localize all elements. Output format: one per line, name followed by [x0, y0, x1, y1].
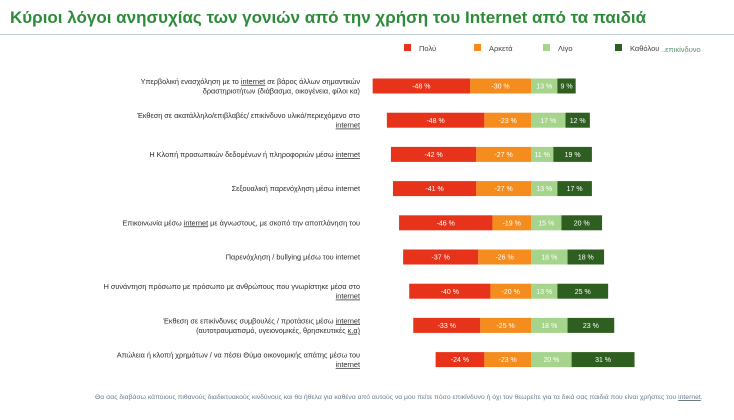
legend-label-4: Καθόλου	[630, 44, 659, 53]
legend-label-1: Πολύ	[419, 44, 436, 53]
category-label-row9-line1: Απώλεια ή κλοπή χρημάτων / να πέσει Θύμα…	[117, 350, 360, 359]
bar-row8-poly	[413, 317, 481, 333]
bar-row4-poly	[392, 181, 477, 197]
bar-row4-ligo	[531, 181, 558, 197]
value-label-row1-arketa: -30 %	[491, 84, 509, 91]
value-label-row2-poly: -48 %	[426, 118, 444, 125]
value-label-row5-katholou: 20 %	[574, 220, 590, 227]
value-label-row4-ligo: 13 %	[536, 186, 552, 193]
legend-swatch-1	[404, 44, 411, 51]
value-label-row9-katholou: 31 %	[595, 357, 611, 364]
legend-swatch-4	[615, 44, 622, 51]
bar-row6-ligo	[531, 249, 568, 265]
bar-row1-poly	[372, 78, 471, 94]
value-label-row7-ligo: 13 %	[536, 289, 552, 296]
value-label-row9-poly: -24 %	[451, 357, 469, 364]
category-label-row4-line1: Σεξουαλική παρενόχληση μέσω internet	[232, 184, 360, 193]
legend-swatch-3	[543, 44, 550, 51]
value-label-row1-poly: -48 %	[412, 84, 430, 91]
value-label-row4-poly: -41 %	[425, 186, 443, 193]
category-label-row9-line2: internet	[336, 360, 360, 369]
bar-row3-arketa	[476, 146, 531, 162]
legend-swatch-2	[474, 44, 481, 51]
value-label-row8-poly: -33 %	[438, 323, 456, 330]
category-label-row2-line2: internet	[336, 121, 360, 130]
bar-row1-katholou	[557, 78, 576, 94]
value-label-row5-arketa: -19 %	[503, 220, 521, 227]
value-label-row3-katholou: 19 %	[565, 152, 581, 159]
value-label-row2-arketa: -23 %	[499, 118, 517, 125]
bar-row3-ligo	[531, 146, 554, 162]
value-label-row1-katholou: 9 %	[560, 84, 572, 91]
bar-row9-katholou	[571, 352, 635, 368]
category-label-row7-line2: internet	[336, 292, 360, 301]
value-label-row4-katholou: 17 %	[567, 186, 583, 193]
legend-label-3: Λίγο	[558, 44, 573, 53]
value-label-row9-arketa: -23 %	[499, 357, 517, 364]
bar-row2-poly	[386, 112, 485, 128]
bar-row7-katholou	[557, 283, 609, 299]
value-label-row6-ligo: 18 %	[541, 255, 557, 262]
category-label-row8-line1: Έκθεση σε επικίνδυνες συμβουλές / προτάσ…	[162, 316, 360, 325]
category-label-row1-line2: δραστηριοτήτων (διάβασμα, οικογένεια, φί…	[203, 86, 360, 95]
bar-row8-katholou	[567, 317, 615, 333]
bar-row4-katholou	[557, 181, 592, 197]
value-label-row9-ligo: 20 %	[543, 357, 559, 364]
value-label-row1-ligo: 13 %	[536, 84, 552, 91]
bar-row7-ligo	[531, 283, 558, 299]
bar-row4-arketa	[476, 181, 531, 197]
bar-row6-arketa	[478, 249, 531, 265]
value-label-row8-ligo: 18 %	[541, 323, 557, 330]
category-label-row8-line2: (αυτοτραυματισμό, υγειονομικές, θρησκευτ…	[196, 326, 360, 335]
bar-row8-arketa	[480, 317, 531, 333]
bar-row3-katholou	[553, 146, 592, 162]
value-label-row7-katholou: 25 %	[575, 289, 591, 296]
bar-row2-ligo	[531, 112, 566, 128]
legend-tail-label: ..επικίνδυνο	[661, 45, 701, 54]
bar-row2-arketa	[484, 112, 531, 128]
category-label-row7-line1: Η συνάντηση πρόσωπο με πρόσωπο με ανθρώπ…	[104, 282, 360, 291]
bar-row9-arketa	[484, 352, 531, 368]
bar-row1-arketa	[470, 78, 531, 94]
bar-row7-poly	[409, 283, 491, 299]
diverging-bar-chart: Πολύ Αρκετά Λίγο Καθόλου ..επικίνδυνο -48 % -3…	[104, 44, 701, 369]
value-label-row6-arketa: -26 %	[495, 255, 513, 262]
category-label-row3-line1: Η Κλοπή προσωπικών δεδομένων ή πληροφορι…	[149, 150, 360, 159]
category-label-row1-line1: Υπερβολική ενασχόληση με το internet σε …	[141, 77, 361, 86]
value-label-row5-ligo: 15 %	[538, 220, 554, 227]
value-label-row7-arketa: -20 %	[502, 289, 520, 296]
bar-row5-poly	[399, 215, 493, 231]
value-label-row2-ligo: 17 %	[540, 118, 556, 125]
value-label-row4-arketa: -27 %	[494, 186, 512, 193]
value-label-row3-ligo: 11 %	[534, 152, 549, 159]
value-label-row6-poly: -37 %	[432, 255, 450, 262]
value-label-row7-poly: -40 %	[441, 289, 459, 296]
value-label-row6-katholou: 18 %	[578, 255, 594, 262]
bar-row9-ligo	[531, 352, 572, 368]
bar-row9-poly	[435, 352, 485, 368]
bar-row5-arketa	[492, 215, 531, 231]
chart-title: Κύριοι λόγοι ανησυχίας των γονιών από τη…	[10, 8, 647, 27]
bar-row6-katholou	[567, 249, 605, 265]
value-label-row5-poly: -46 %	[437, 220, 455, 227]
value-label-row8-katholou: 23 %	[583, 323, 599, 330]
bar-row6-poly	[403, 249, 479, 265]
bar-row1-ligo	[531, 78, 558, 94]
bar-row8-ligo	[531, 317, 568, 333]
bar-row7-arketa	[490, 283, 531, 299]
value-label-row2-katholou: 12 %	[570, 118, 586, 125]
value-label-row3-arketa: -27 %	[494, 152, 512, 159]
bar-row5-katholou	[561, 215, 603, 231]
bar-row2-katholou	[565, 112, 590, 128]
value-label-row3-poly: -42 %	[424, 152, 442, 159]
legend-label-2: Αρκετά	[489, 44, 513, 53]
category-label-row5-line1: Επικοινωνία μέσω internet με άγνωστους, …	[122, 218, 360, 227]
value-label-row8-arketa: -25 %	[496, 323, 514, 330]
bar-row3-poly	[390, 146, 477, 162]
title-divider	[0, 34, 734, 35]
category-label-row6-line1: Παρενόχληση / bullying μέσω του internet	[226, 253, 360, 262]
category-label-row2-line1: Έκθεση σε ακατάλληλο/επιβλαβές/ επικίνδυ…	[136, 111, 360, 120]
survey-question-footnote: Θα σας διαβάσω κάποιους πιθανούς διαδικτ…	[95, 394, 703, 401]
bar-row5-ligo	[531, 215, 562, 231]
